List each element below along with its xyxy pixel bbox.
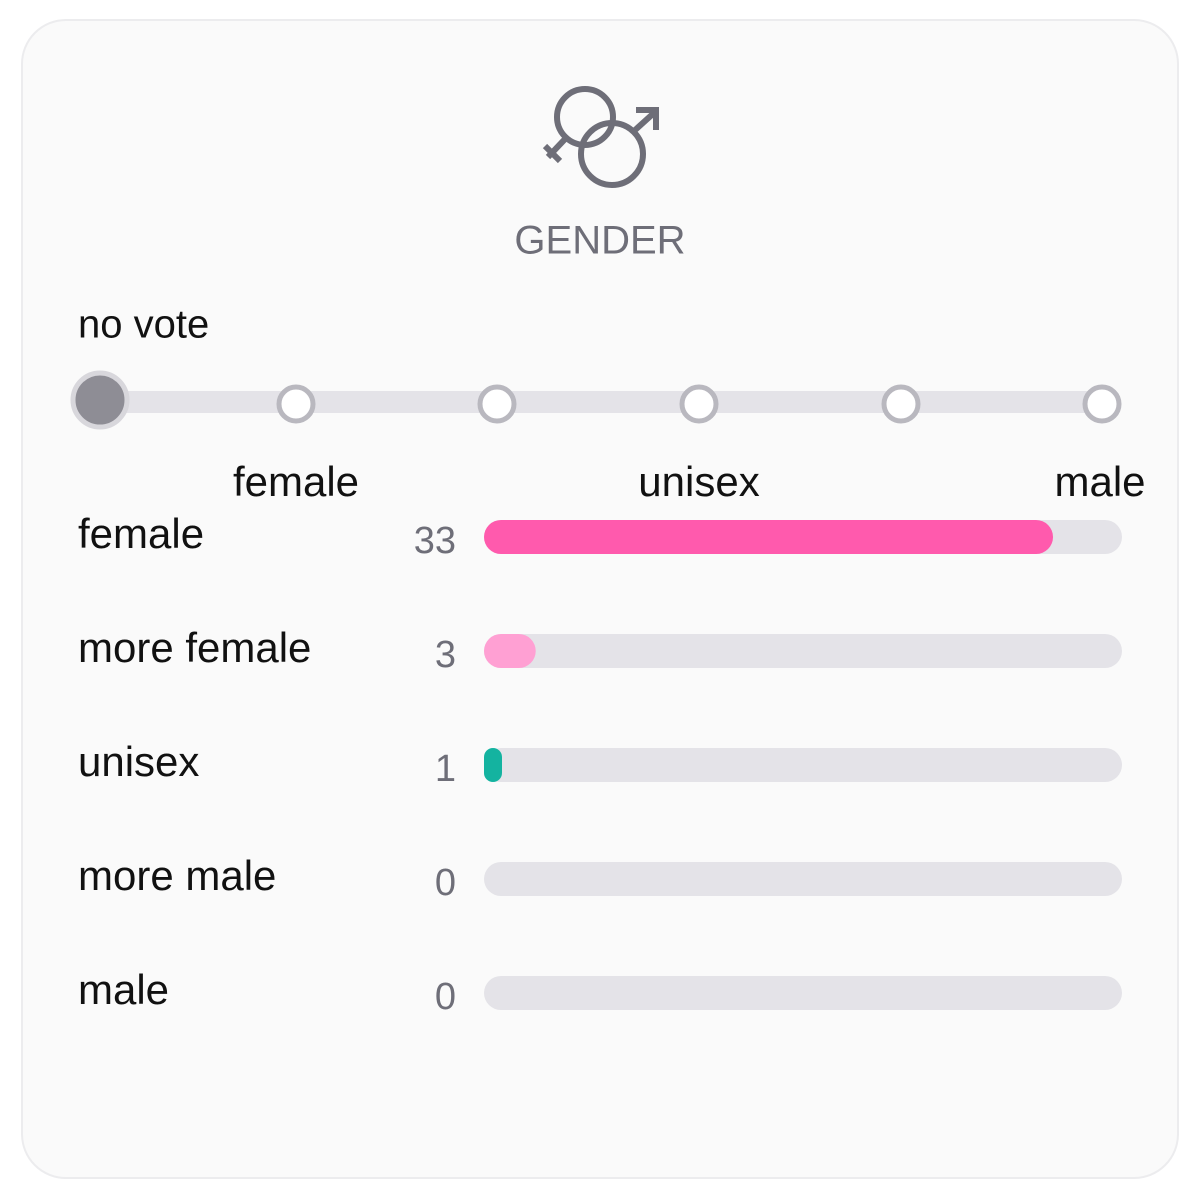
slider-knob-selected[interactable] — [70, 370, 130, 430]
row-count: 33 — [414, 520, 456, 562]
slider-stop[interactable] — [1082, 384, 1122, 424]
slider-label: female — [233, 458, 359, 505]
slider-stop[interactable] — [679, 384, 719, 424]
row-count: 0 — [435, 862, 456, 904]
row-count: 1 — [435, 748, 456, 790]
selected-label: no vote — [78, 303, 209, 347]
row-label: female — [78, 510, 204, 557]
slider-stop[interactable] — [276, 384, 316, 424]
slider-stop[interactable] — [881, 384, 921, 424]
bar-track — [484, 976, 1122, 1010]
slider-stop[interactable] — [477, 384, 517, 424]
bar-track — [484, 634, 1122, 668]
row-count: 0 — [435, 976, 456, 1018]
row-label: male — [78, 966, 169, 1013]
slider-track — [100, 391, 1102, 413]
bar — [484, 634, 536, 668]
gender-icon — [542, 86, 659, 188]
bar — [484, 520, 1054, 554]
row-count: 3 — [435, 634, 456, 676]
row-label: more female — [78, 624, 311, 671]
title: GENDER — [514, 219, 685, 263]
bar-track — [484, 748, 1122, 782]
bar-track — [484, 862, 1122, 896]
row-label: unisex — [78, 738, 199, 785]
bar — [484, 748, 502, 782]
slider-label: unisex — [638, 458, 759, 505]
slider-label: male — [1054, 458, 1145, 505]
row-label: more male — [78, 852, 276, 899]
